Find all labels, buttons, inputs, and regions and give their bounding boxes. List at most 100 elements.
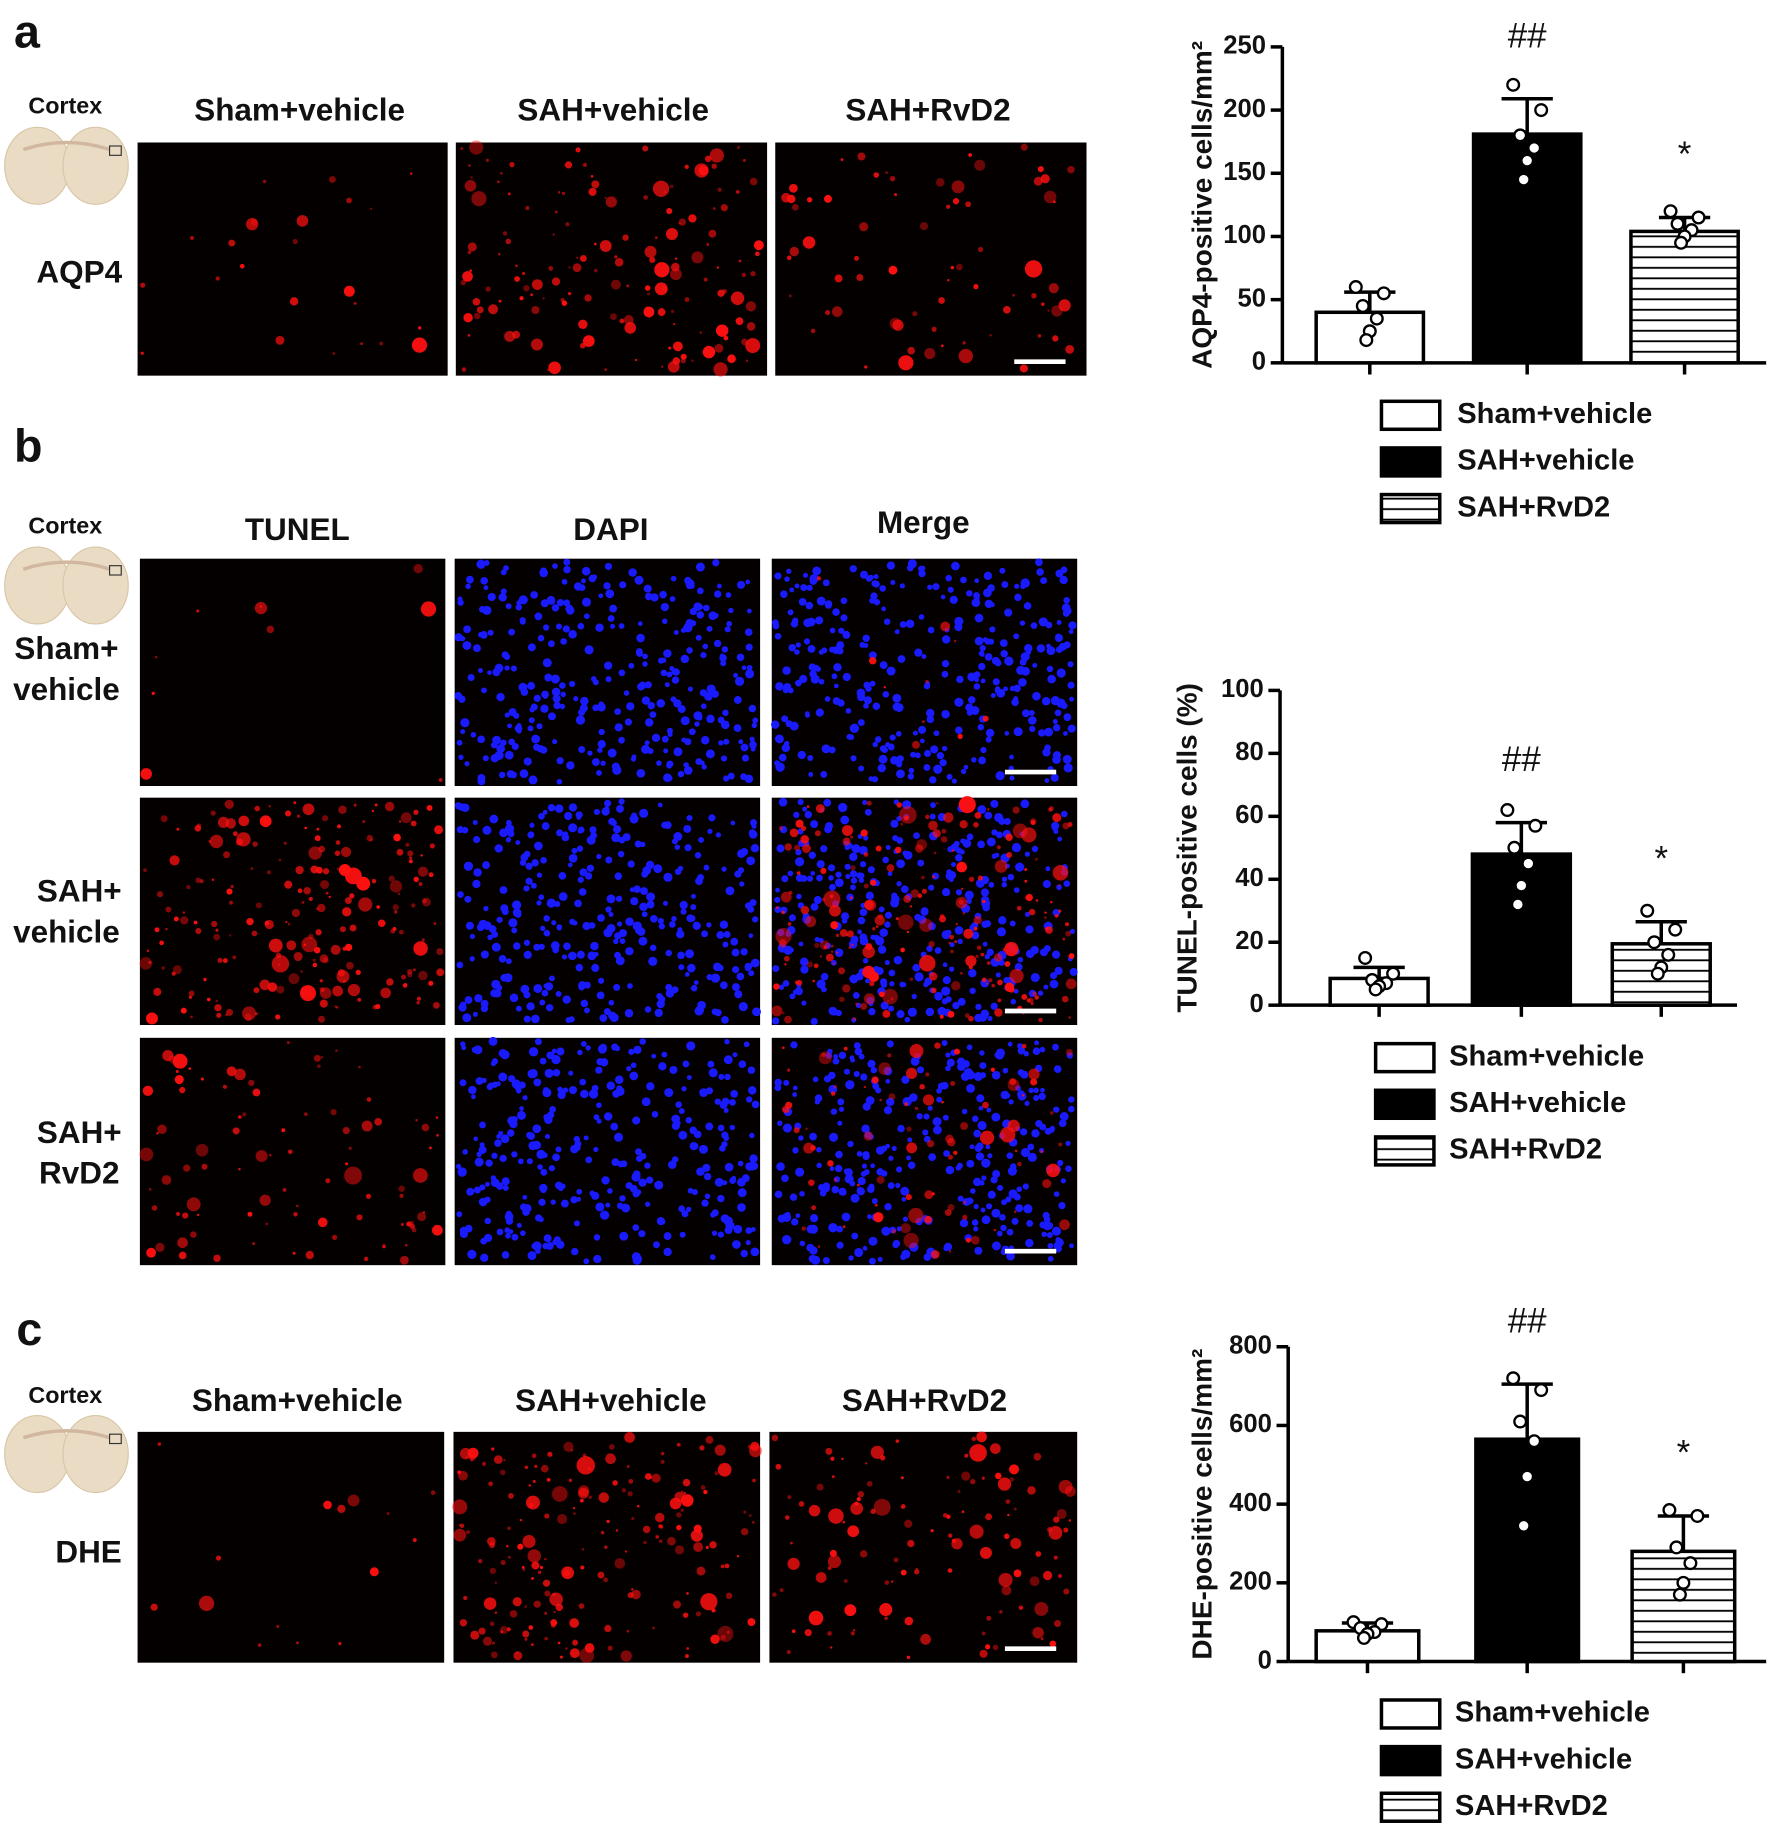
signal: [827, 1566, 832, 1571]
nucleus: [662, 618, 668, 625]
nucleus: [1011, 1217, 1019, 1225]
signal: [1034, 1601, 1049, 1616]
signal: [346, 197, 352, 204]
row-label: vehicle: [13, 672, 120, 707]
signal: [568, 266, 571, 269]
nucleus: [798, 941, 804, 947]
signal: [342, 946, 347, 951]
nucleus: [699, 689, 708, 697]
nucleus: [1054, 633, 1063, 642]
signal: [1037, 166, 1044, 173]
nucleus: [988, 881, 995, 888]
nucleus: [980, 1207, 986, 1213]
nucleus: [936, 752, 945, 760]
nucleus: [829, 627, 836, 634]
signal: [605, 1453, 616, 1465]
signal: [1021, 994, 1028, 1000]
nucleus: [734, 990, 743, 999]
nucleus: [711, 690, 719, 698]
nucleus: [674, 868, 682, 875]
nucleus: [853, 1042, 861, 1049]
nucleus: [464, 996, 473, 1004]
nucleus: [985, 728, 995, 738]
nucleus: [1016, 665, 1026, 675]
nucleus: [540, 925, 546, 931]
signal: [962, 1214, 968, 1220]
signal: [506, 1544, 509, 1548]
signal: [830, 921, 839, 930]
nucleus: [582, 921, 591, 931]
signal: [319, 954, 329, 963]
signal: [1029, 1576, 1040, 1587]
nucleus: [957, 1195, 964, 1202]
signal: [614, 255, 618, 259]
nucleus: [1044, 778, 1050, 783]
nucleus: [547, 803, 556, 812]
signal: [903, 1232, 919, 1249]
signal: [1043, 190, 1057, 204]
signal: [960, 887, 964, 891]
signal: [334, 850, 341, 856]
nucleus: [1017, 1043, 1023, 1049]
signal: [337, 969, 346, 977]
signal: [868, 656, 877, 665]
nucleus: [520, 688, 529, 696]
nucleus: [559, 703, 566, 710]
signal: [325, 1178, 331, 1184]
nucleus: [543, 983, 549, 989]
bar: [1630, 1549, 1737, 1664]
nucleus: [1003, 686, 1009, 692]
nucleus: [815, 708, 824, 717]
signal: [179, 1086, 186, 1094]
nucleus: [482, 825, 492, 835]
signal: [301, 936, 318, 953]
nucleus: [805, 601, 814, 610]
nucleus: [695, 634, 702, 641]
signal: [964, 1453, 969, 1458]
nucleus: [987, 1153, 993, 1159]
signal: [786, 255, 792, 261]
signal: [565, 1647, 568, 1650]
nucleus: [547, 712, 556, 721]
nucleus: [467, 1249, 477, 1259]
nucleus: [740, 743, 749, 752]
region-label: Cortex: [28, 93, 102, 119]
signal: [313, 946, 321, 954]
nucleus: [800, 875, 808, 882]
signal: [805, 1127, 808, 1131]
signal: [951, 981, 961, 991]
signal: [466, 1530, 470, 1535]
nucleus: [597, 747, 603, 753]
nucleus: [863, 1169, 870, 1175]
nucleus: [927, 922, 936, 931]
nucleus: [992, 1169, 1001, 1178]
nucleus: [810, 902, 819, 911]
nucleus: [824, 600, 833, 608]
nucleus: [1043, 984, 1049, 990]
nucleus: [526, 1158, 533, 1165]
nucleus: [859, 933, 867, 941]
nucleus: [862, 1245, 868, 1251]
nucleus: [752, 717, 759, 724]
nucleus: [1056, 668, 1066, 678]
nucleus: [862, 634, 870, 642]
signal: [1044, 911, 1047, 914]
signal: [793, 844, 801, 851]
signal: [752, 1478, 756, 1483]
signal: [334, 1005, 338, 1009]
signal: [1030, 1078, 1038, 1086]
signal: [293, 952, 303, 962]
nucleus: [694, 721, 700, 727]
signal: [405, 842, 410, 847]
nucleus: [896, 1010, 905, 1019]
nucleus: [981, 1175, 987, 1181]
signal: [275, 335, 285, 345]
signal: [940, 621, 951, 632]
nucleus: [669, 666, 675, 671]
nucleus: [703, 604, 710, 612]
nucleus: [605, 1202, 611, 1208]
nucleus: [884, 921, 891, 928]
signal: [386, 1512, 390, 1516]
signal: [875, 845, 882, 852]
nucleus: [1053, 724, 1061, 732]
